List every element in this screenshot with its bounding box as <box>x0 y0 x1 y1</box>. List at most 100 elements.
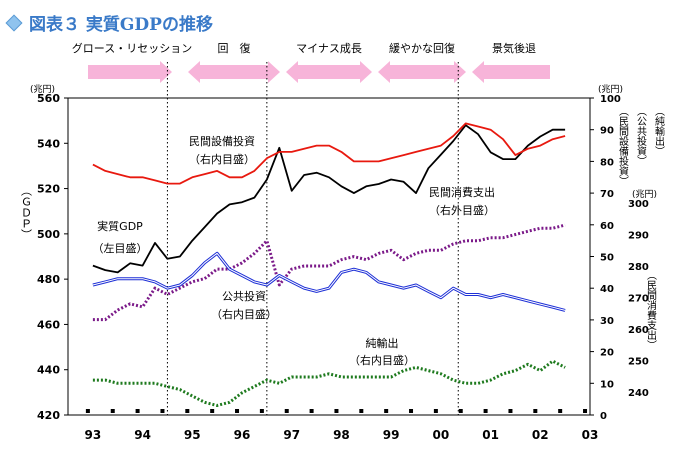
x-tick-label: 95 <box>184 428 201 442</box>
right-inner-axis-label: （公共投資） <box>635 106 647 166</box>
x-tick-marker <box>210 409 215 413</box>
x-tick-marker <box>284 409 289 413</box>
series-label: 実質GDP <box>97 219 143 233</box>
left-tick-label: 420 <box>37 409 60 422</box>
x-tick-label: 98 <box>333 428 350 442</box>
x-tick-label: 03 <box>582 428 599 442</box>
x-tick-marker <box>458 409 463 413</box>
series-line-consumption <box>92 223 566 322</box>
chart-title-text: 図表３ 実質GDPの推移 <box>29 15 213 35</box>
x-tick-marker <box>309 409 314 413</box>
series-line-public-investment-inner <box>92 252 566 311</box>
right-outer-tick-label: 280 <box>628 262 649 273</box>
phase-arrow-recovery <box>188 61 280 83</box>
x-tick-marker <box>409 409 414 413</box>
series-lines <box>92 122 566 407</box>
right-inner-tick-label: 50 <box>600 253 614 264</box>
left-axis-unit: (兆円) <box>30 84 55 95</box>
x-tick-marker <box>384 409 389 413</box>
x-tick-marker <box>583 409 588 413</box>
right-inner-tick-label: 0 <box>600 411 607 422</box>
phase-label: マイナス成長 <box>296 42 362 55</box>
x-tick-marker <box>483 409 488 413</box>
x-tick-label: 96 <box>234 428 251 442</box>
left-tick-label: 480 <box>37 273 60 286</box>
series-sublabel: （右内目盛） <box>211 307 277 321</box>
left-tick-label: 440 <box>37 364 60 377</box>
left-tick-label: 500 <box>37 228 60 241</box>
series-label: 公共投資 <box>222 289 266 303</box>
x-tick-marker <box>533 409 538 413</box>
right-outer-tick-label: 260 <box>628 325 649 336</box>
x-tick-marker <box>433 409 438 413</box>
x-tick-marker <box>185 409 190 413</box>
right-inner-tick-label: 40 <box>600 284 614 295</box>
x-tick-label: 93 <box>85 428 102 442</box>
series-sublabel: （右外目盛） <box>429 203 495 217</box>
x-tick-marker <box>359 409 364 413</box>
series-sublabel: （右内目盛） <box>349 353 415 367</box>
phase-label: 緩やかな回復 <box>389 42 455 55</box>
left-tick-label: 520 <box>37 183 60 196</box>
left-tick-label: 560 <box>37 92 60 105</box>
right-inner-axis-label: （民間設備投資） <box>617 106 629 186</box>
series-line-gdp <box>92 124 566 274</box>
right-inner-tick-label: 70 <box>600 189 614 200</box>
right-inner-tick-label: 90 <box>600 126 614 137</box>
right-outer-axis-label: （民間消費支出） <box>645 270 657 350</box>
vertical-markers <box>166 62 459 415</box>
x-tick-marker <box>85 409 90 413</box>
x-tick-label: 94 <box>134 428 151 442</box>
phase-label: 景気後退 <box>492 41 536 55</box>
phase-arrow-growth-recession <box>88 61 172 83</box>
phase-arrow-negative-growth <box>286 61 372 83</box>
series-label: 民間消費支出 <box>429 185 495 199</box>
x-tick-marker <box>135 409 140 413</box>
right-inner-tick-label: 20 <box>600 348 614 359</box>
right-inner-tick-label: 100 <box>600 94 621 105</box>
x-tick-marker <box>235 409 240 413</box>
x-tick-marker <box>259 409 264 413</box>
left-axis-label: （ＧＤＰ） <box>20 185 33 240</box>
x-tick-marker <box>160 409 165 413</box>
x-tick-label: 97 <box>283 428 300 442</box>
phase-arrows: グロース・リセッション 回 復 マイナス成長 緩やかな回復 景気後退 <box>72 41 550 83</box>
left-tick-label: 460 <box>37 318 60 331</box>
x-tick-label: 00 <box>433 428 450 442</box>
right-inner-tick-label: 30 <box>600 316 614 327</box>
phase-label: 回 復 <box>218 42 251 55</box>
phase-arrow-gradual-recovery <box>378 61 466 83</box>
right-outer-axis-unit: (兆円) <box>632 189 657 200</box>
axes: 420440460480500520540560(兆円)（ＧＤＰ）0102030… <box>20 84 665 442</box>
series-line-capex <box>92 122 566 185</box>
left-tick-label: 540 <box>37 137 60 150</box>
series-line-net-exports <box>92 359 566 407</box>
phase-label: グロース・リセッション <box>72 41 192 55</box>
right-inner-tick-label: 60 <box>600 221 614 232</box>
x-tick-label: 99 <box>383 428 400 442</box>
right-inner-tick-label: 10 <box>600 379 614 390</box>
x-tick-label: 02 <box>532 428 549 442</box>
x-tick-marker <box>558 409 563 413</box>
series-sublabel: （右内目盛） <box>189 152 255 166</box>
right-outer-tick-label: 270 <box>628 294 649 305</box>
x-tick-marker <box>508 409 513 413</box>
series-label: 民間設備投資 <box>189 134 255 148</box>
right-outer-tick-label: 240 <box>628 388 649 399</box>
series-labels: 実質GDP （左目盛） 民間設備投資 （右内目盛） 民間消費支出 （右外目盛） 公共投資 （右… <box>93 134 496 367</box>
right-inner-tick-label: 80 <box>600 157 614 168</box>
x-tick-label: 01 <box>482 428 499 442</box>
right-outer-tick-label: 250 <box>628 357 649 368</box>
x-tick-marker <box>110 409 115 413</box>
x-tick-marker <box>334 409 339 413</box>
phase-arrow-recession <box>472 61 550 83</box>
series-label: 純輸出 <box>366 336 399 350</box>
series-sublabel: （左目盛） <box>93 241 148 255</box>
right-outer-tick-label: 290 <box>628 231 649 242</box>
right-inner-axis-label: （純輸出） <box>653 106 665 156</box>
chart-title: 図表３ 実質GDPの推移 <box>5 10 213 35</box>
right-inner-axis-unit: (兆円) <box>598 84 623 95</box>
right-outer-tick-label: 300 <box>628 199 649 210</box>
series-line-public-investment <box>92 251 566 312</box>
